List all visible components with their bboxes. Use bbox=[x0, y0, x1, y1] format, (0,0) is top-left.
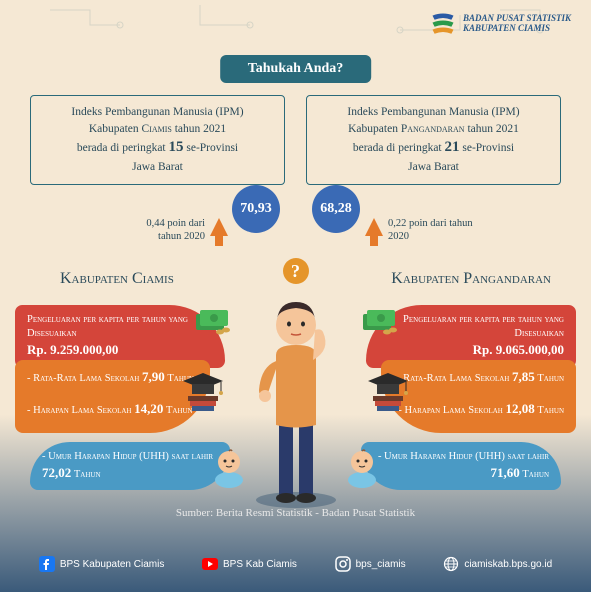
card-life-right: - Umur Harapan Hidup (UHH) saat lahir 71… bbox=[361, 442, 561, 490]
footer: BPS Kabupaten Ciamis BPS Kab Ciamis bps_… bbox=[0, 556, 591, 572]
graduation-cap-icon bbox=[363, 368, 413, 413]
score-circle-pangandaran: 68,28 bbox=[312, 185, 360, 233]
fact-box-pangandaran: Indeks Pembangunan Manusia (IPM) Kabupat… bbox=[306, 95, 561, 185]
footer-yt-label: BPS Kab Ciamis bbox=[223, 559, 297, 570]
delta-text-right: 0,22 poin dari tahun 2020 bbox=[388, 218, 478, 243]
fact-box-ciamis: Indeks Pembangunan Manusia (IPM) Kabupat… bbox=[30, 95, 285, 185]
footer-facebook[interactable]: BPS Kabupaten Ciamis bbox=[39, 556, 165, 572]
instagram-icon bbox=[335, 556, 351, 572]
youtube-icon bbox=[202, 556, 218, 572]
graduation-cap-icon bbox=[178, 368, 228, 413]
card-life-left: - Umur Harapan Hidup (UHH) saat lahir 72… bbox=[30, 442, 230, 490]
arrow-stem bbox=[215, 234, 223, 246]
footer-web-label: ciamiskab.bps.go.id bbox=[464, 559, 552, 570]
region-title-ciamis: Kabupaten Ciamis bbox=[60, 270, 174, 288]
facebook-icon bbox=[39, 556, 55, 572]
delta-text-left: 0,44 poin dari tahun 2020 bbox=[125, 218, 205, 243]
source-text: Sumber: Berita Resmi Statistik - Badan P… bbox=[0, 507, 591, 519]
thinking-person-icon bbox=[241, 290, 351, 510]
money-icon bbox=[359, 308, 399, 336]
footer-website[interactable]: ciamiskab.bps.go.id bbox=[443, 556, 552, 572]
header-org-name: BADAN PUSAT STATISTIK KABUPATEN CIAMIS bbox=[463, 14, 571, 34]
footer-ig-label: bps_ciamis bbox=[356, 559, 406, 570]
footer-fb-label: BPS Kabupaten Ciamis bbox=[60, 559, 165, 570]
arrow-stem bbox=[370, 234, 378, 246]
header-line2: KABUPATEN CIAMIS bbox=[463, 24, 571, 34]
header: BADAN PUSAT STATISTIK KABUPATEN CIAMIS bbox=[429, 10, 571, 38]
footer-instagram[interactable]: bps_ciamis bbox=[335, 556, 406, 572]
money-icon bbox=[192, 308, 232, 336]
bps-logo-icon bbox=[429, 10, 457, 38]
question-mark-icon: ? bbox=[283, 258, 309, 284]
footer-youtube[interactable]: BPS Kab Ciamis bbox=[202, 556, 297, 572]
region-title-pangandaran: Kabupaten Pangandaran bbox=[391, 270, 551, 288]
globe-icon bbox=[443, 556, 459, 572]
title-banner: Tahukah Anda? bbox=[220, 55, 372, 83]
score-circle-ciamis: 70,93 bbox=[232, 185, 280, 233]
